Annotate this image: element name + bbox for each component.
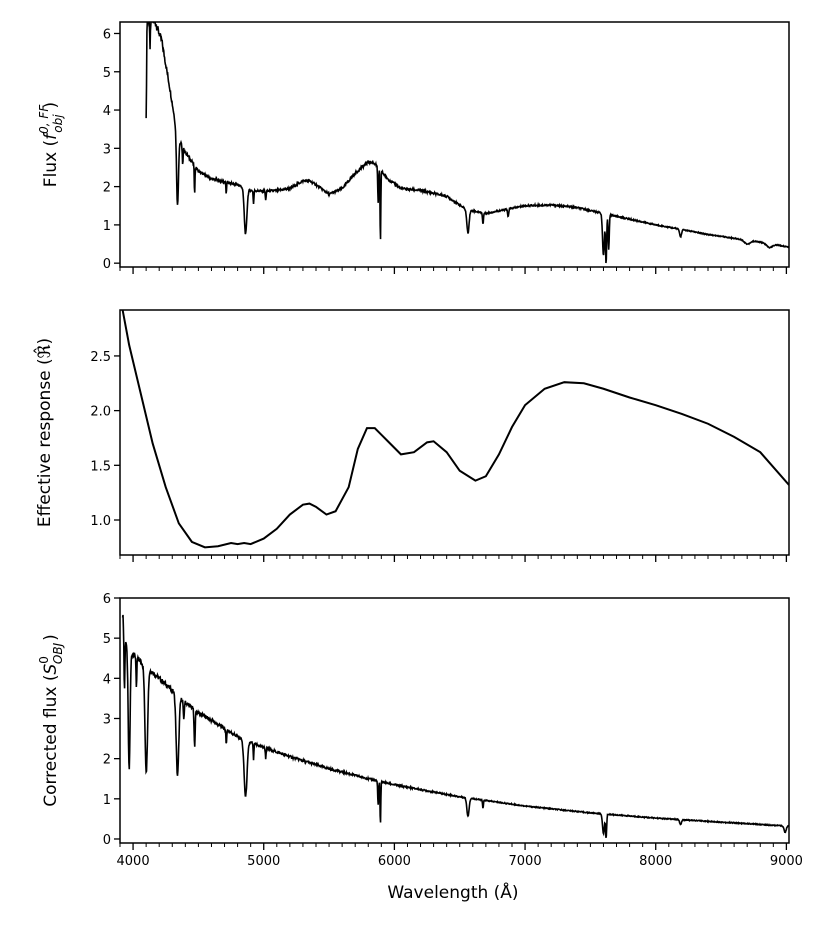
ylabel-sub: obj <box>51 114 65 133</box>
ytick-label: 4 <box>103 104 111 119</box>
ytick-label: 2 <box>103 753 111 768</box>
xtick-label: 5000 <box>247 854 280 869</box>
ytick-label: 2.5 <box>90 350 111 365</box>
ytick-label: 1.5 <box>90 459 111 474</box>
panel-response-frame <box>119 309 790 556</box>
ytick-label: 5 <box>103 632 111 647</box>
ytick-label: 0 <box>103 833 111 848</box>
ylabel-symbol: f <box>41 131 61 140</box>
panel-flux-frame <box>119 21 790 268</box>
ytick-label: 6 <box>103 592 111 607</box>
ytick-label: 2.0 <box>90 405 111 420</box>
ytick-label: 4 <box>103 672 111 687</box>
ylabel-main: Corrected flux ( <box>41 675 61 807</box>
panel-flux-ylabel: Flux (f0, FFobj) <box>37 102 65 187</box>
ytick-label: 3 <box>103 142 111 157</box>
ytick-label: 0 <box>103 257 111 272</box>
xtick-label: 9000 <box>770 854 803 869</box>
panel-response: 1.0 1.5 2.0 2.5 Effective response (ℜ̂) <box>32 309 790 562</box>
ylabel-close: ) <box>41 102 61 109</box>
ytick-label: 1 <box>103 793 111 808</box>
ylabel-sup: 0, FF <box>37 104 51 134</box>
ylabel-sub: OBJ <box>51 642 65 664</box>
ylabel-close: ) <box>35 338 55 345</box>
ytick-label: 1.0 <box>90 514 111 529</box>
ylabel-sup: 0 <box>37 656 51 664</box>
xtick-label: 6000 <box>378 854 411 869</box>
response-curve-line <box>121 310 789 549</box>
xtick-label: 8000 <box>639 854 672 869</box>
ytick-label: 3 <box>103 712 111 727</box>
panel-response-ylabel: Effective response (ℜ̂) <box>32 338 55 527</box>
panel-corrected-ylabel: Corrected flux (S0OBJ) <box>37 634 65 807</box>
ylabel-main: Flux ( <box>41 140 61 187</box>
ytick-label: 2 <box>103 181 111 196</box>
ytick-label: 1 <box>103 219 111 234</box>
ytick-label: 5 <box>103 66 111 81</box>
corrected-spectrum-line <box>121 614 789 838</box>
flux-spectrum-line <box>145 22 789 264</box>
xlabel: Wavelength (Å) <box>387 881 518 903</box>
ylabel-close: ) <box>41 634 61 641</box>
ylabel-symbol: ℜ̂ <box>32 344 55 358</box>
xtick-label: 4000 <box>117 854 150 869</box>
panel-corrected-frame <box>119 597 790 844</box>
ylabel-symbol: S <box>41 664 61 675</box>
xtick-label: 7000 <box>509 854 542 869</box>
panel-flux: 0 1 2 3 4 5 6 Flux (f0, FFobj) <box>37 21 790 274</box>
ylabel-main: Effective response ( <box>35 358 55 527</box>
ytick-label: 6 <box>103 27 111 42</box>
panel-corrected: 0 1 2 3 4 5 6 4000 5000 6000 7000 8000 9000 Correct… <box>37 592 803 903</box>
